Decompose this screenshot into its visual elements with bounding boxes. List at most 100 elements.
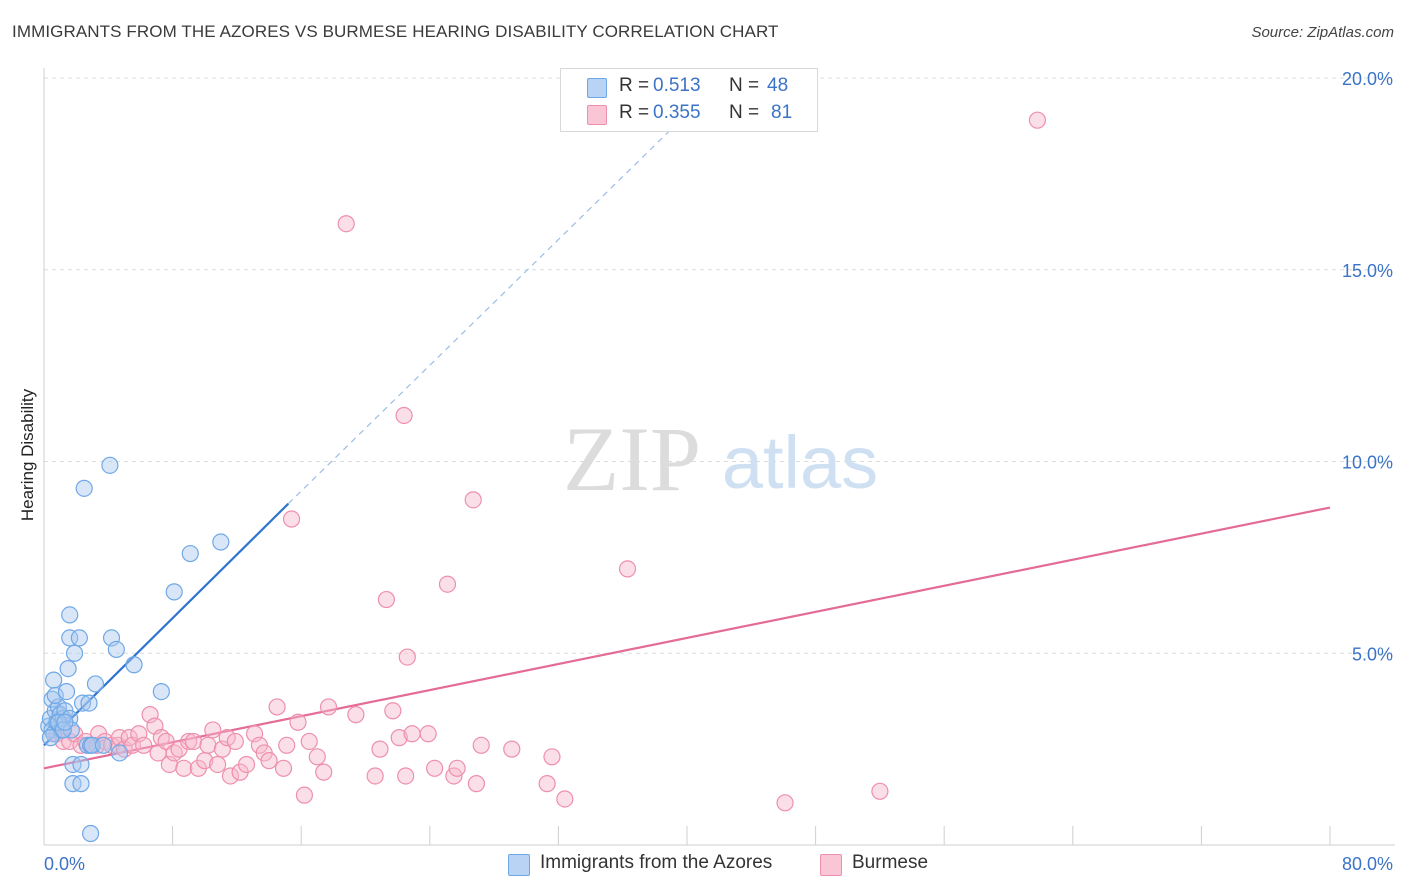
burmese-point [199, 736, 217, 754]
burmese-point [464, 491, 482, 509]
burmese-point [390, 729, 408, 747]
burmese-point [218, 729, 236, 747]
burmese-point [371, 740, 389, 758]
burmese-point [398, 648, 416, 666]
burmese-point [315, 763, 333, 781]
azores-point [181, 544, 199, 563]
burmese-point [308, 748, 326, 766]
azores-point [82, 824, 100, 843]
burmese-point [543, 748, 561, 766]
r-label: R = [619, 102, 650, 123]
burmese-swatch [820, 854, 842, 876]
correlation-legend: R = 0.513 N = 48 R = 0.355 N = 81 [560, 68, 818, 132]
burmese-point [289, 713, 307, 731]
n-label: N = [729, 75, 760, 96]
n-value: 48 [767, 75, 789, 96]
burmese-point [274, 759, 293, 777]
azores-swatch [587, 78, 607, 98]
burmese-point [226, 732, 244, 751]
azores-point [59, 659, 77, 678]
trend-lines [43, 92, 1331, 770]
azores-point [94, 736, 113, 754]
burmese-point [221, 767, 240, 785]
burmese-point [319, 698, 338, 716]
azores-point [41, 729, 60, 747]
burmese-point [538, 775, 556, 793]
azores-swatch [508, 854, 530, 876]
burmese-point [438, 575, 457, 593]
azores-point [165, 583, 183, 601]
azores-point [152, 682, 170, 701]
axes [43, 68, 1395, 846]
azores-point [86, 675, 105, 693]
burmese-point [503, 740, 521, 758]
burmese-point [135, 736, 153, 754]
gridlines [44, 77, 1395, 654]
burmese-point [384, 702, 402, 720]
azores-point [57, 682, 76, 701]
burmese-point [184, 732, 203, 751]
burmese-point [237, 755, 256, 774]
chart-title: IMMIGRANTS FROM THE AZORES VS BURMESE HE… [12, 22, 779, 41]
burmese-point [472, 736, 490, 754]
burmese-point [556, 790, 574, 808]
azores-point [70, 629, 88, 647]
burmese-point [295, 786, 314, 804]
r-value: 0.513 [653, 75, 701, 96]
azores-point [125, 656, 143, 674]
burmese-point [282, 510, 301, 528]
tick-labels: 5.0% 10.0% 15.0% 20.0% 0.0% 80.0% [44, 69, 1393, 874]
azores-point [72, 755, 90, 774]
burmese-point [776, 794, 794, 812]
r-value: 0.355 [653, 102, 701, 123]
burmese-point [395, 406, 413, 425]
y-tick-label: 20.0% [1342, 69, 1393, 89]
burmese-point [377, 590, 395, 609]
burmese-point [268, 698, 286, 716]
r-label: R = [619, 75, 650, 96]
azores-point [65, 644, 84, 662]
burmese-point [448, 759, 466, 777]
source-label: Source: ZipAtlas.com [1251, 24, 1394, 41]
y-tick-label: 10.0% [1342, 453, 1393, 473]
azores-point [101, 456, 119, 474]
burmese-point [278, 736, 296, 754]
burmese-point [260, 752, 278, 770]
azores-point [212, 533, 230, 551]
burmese-swatch [587, 105, 607, 125]
x-tick-label: 0.0% [44, 854, 85, 874]
x-tick-label: 80.0% [1342, 854, 1393, 874]
watermark-zip: ZIP [563, 408, 701, 510]
y-tick-label: 15.0% [1342, 261, 1393, 281]
azores-point [110, 744, 129, 762]
burmese-point [403, 725, 421, 743]
burmese-point [871, 782, 889, 800]
azores-point [45, 671, 63, 689]
azores-point [107, 640, 125, 659]
azores-point [75, 479, 93, 497]
burmese-point [419, 725, 437, 743]
n-label: N = [729, 102, 760, 123]
burmese-point [204, 721, 222, 739]
burmese-point [180, 732, 198, 751]
burmese-point [209, 755, 227, 774]
azores-point [73, 694, 92, 712]
azores-point [80, 694, 98, 712]
burmese-point [337, 215, 355, 233]
burmese-point [397, 767, 415, 785]
legend-label: Burmese [852, 852, 929, 873]
burmese-point [618, 560, 637, 578]
azores-point [56, 713, 74, 731]
n-value: 81 [771, 102, 793, 123]
burmese-point [175, 759, 193, 777]
azores-point [61, 606, 79, 624]
azores-point [72, 775, 90, 793]
burmese-trend-line [43, 506, 1331, 770]
data-points [40, 111, 1047, 843]
burmese-point [366, 767, 384, 785]
azores-point [46, 686, 64, 705]
burmese-point [467, 775, 486, 793]
burmese-point [300, 732, 318, 751]
burmese-point [1028, 111, 1047, 129]
